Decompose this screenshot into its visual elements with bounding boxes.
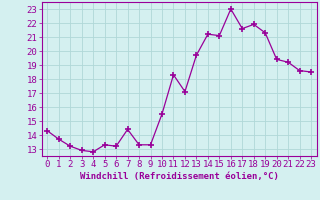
X-axis label: Windchill (Refroidissement éolien,°C): Windchill (Refroidissement éolien,°C): [80, 172, 279, 181]
